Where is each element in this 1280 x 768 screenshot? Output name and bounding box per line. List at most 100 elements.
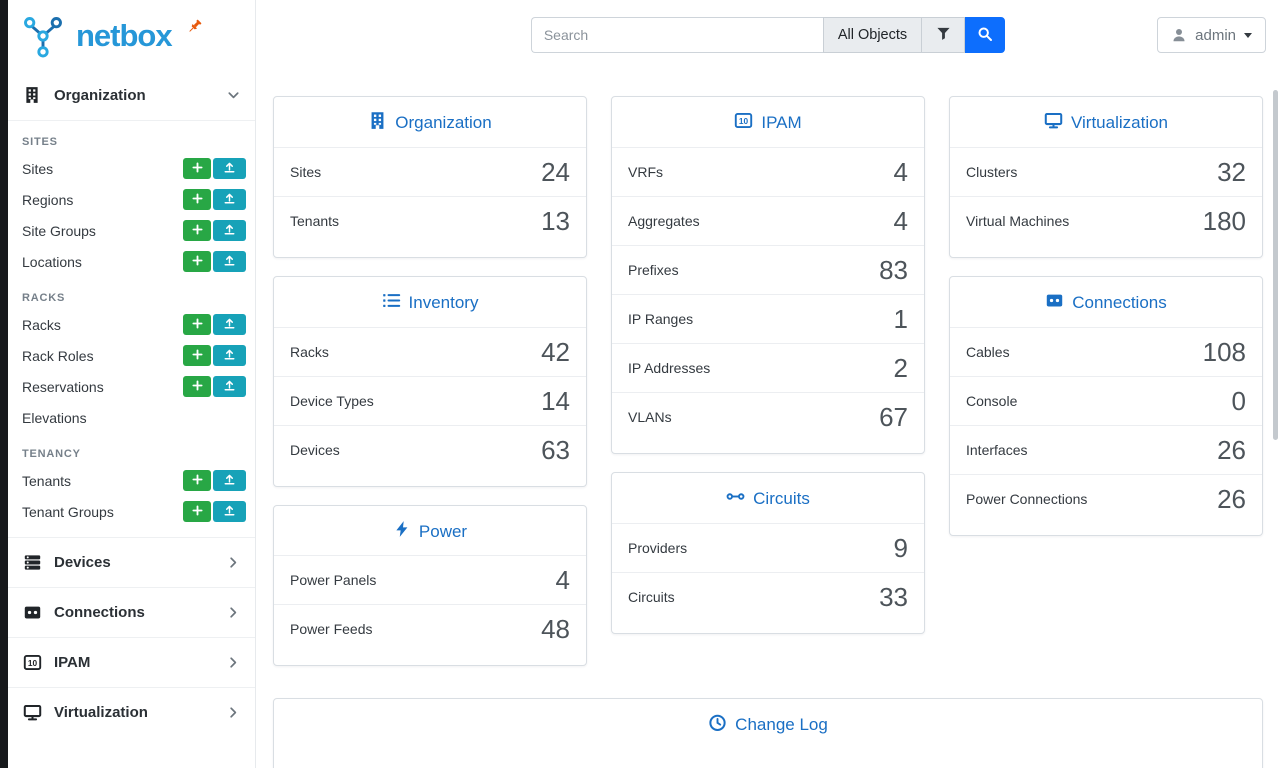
card-title-ipam[interactable]: IPAM — [612, 97, 924, 147]
card-title-connections[interactable]: Connections — [950, 277, 1262, 327]
stat-link-tenants[interactable]: Tenants — [290, 213, 340, 229]
stat-link-power-feeds[interactable]: Power Feeds — [290, 621, 373, 637]
import-button[interactable] — [213, 345, 246, 366]
netbox-logo-icon — [18, 14, 68, 58]
import-button[interactable] — [213, 376, 246, 397]
stat-link-ip-addresses[interactable]: IP Addresses — [628, 360, 711, 376]
stat-link-console[interactable]: Console — [966, 393, 1018, 409]
sidebar-item-racks[interactable]: Racks — [8, 309, 255, 340]
card-title-inventory[interactable]: Inventory — [274, 277, 586, 327]
import-button[interactable] — [213, 470, 246, 491]
stat-value: 33 — [879, 582, 908, 612]
pin-sidebar-button[interactable] — [184, 16, 205, 40]
stat-value: 1 — [893, 304, 908, 334]
stat-link-clusters[interactable]: Clusters — [966, 164, 1018, 180]
stat-link-racks[interactable]: Racks — [290, 344, 329, 360]
import-button[interactable] — [213, 220, 246, 241]
sidebar-section-ipam[interactable]: IPAM — [8, 637, 255, 687]
import-button[interactable] — [213, 158, 246, 179]
stat-link-sites[interactable]: Sites — [290, 164, 322, 180]
add-button[interactable] — [183, 314, 211, 335]
caret-down-icon — [1244, 32, 1252, 38]
card-organization: Organization Sites 24 Tenants 13 — [273, 96, 587, 258]
stat-row: Tenants 13 — [274, 196, 586, 245]
sidebar-item-sites[interactable]: Sites — [8, 153, 255, 184]
add-button[interactable] — [183, 470, 211, 491]
sidebar-item-regions[interactable]: Regions — [8, 184, 255, 215]
sidebar-section-virtualization[interactable]: Virtualization — [8, 687, 255, 737]
user-menu-button[interactable]: admin — [1157, 17, 1266, 53]
search-input[interactable] — [530, 17, 823, 53]
person-icon — [1171, 27, 1187, 43]
stat-link-circuits[interactable]: Circuits — [628, 589, 675, 605]
card-virtualization: Virtualization Clusters 32 Virtual Machi… — [949, 96, 1263, 258]
plus-icon — [192, 504, 203, 519]
add-button[interactable] — [183, 189, 211, 210]
stat-link-cables[interactable]: Cables — [966, 344, 1010, 360]
upload-icon — [223, 161, 236, 177]
sidebar-item-site-groups[interactable]: Site Groups — [8, 215, 255, 246]
add-button[interactable] — [183, 345, 211, 366]
circuits-icon — [726, 487, 745, 511]
main-area: All Objects admin Organization — [256, 0, 1280, 768]
virtualization-icon — [22, 703, 42, 722]
pin-icon — [186, 23, 203, 38]
stat-link-device-types[interactable]: Device Types — [290, 393, 374, 409]
sidebar-section-devices[interactable]: Devices — [8, 537, 255, 587]
search-submit-button[interactable] — [965, 17, 1006, 53]
add-button[interactable] — [183, 376, 211, 397]
card-title-organization[interactable]: Organization — [274, 97, 586, 147]
stat-link-vlans[interactable]: VLANs — [628, 409, 672, 425]
stat-link-providers[interactable]: Providers — [628, 540, 688, 556]
logo[interactable]: netbox — [8, 0, 255, 70]
ipam-icon — [734, 111, 753, 135]
import-button[interactable] — [213, 189, 246, 210]
stat-link-power-panels[interactable]: Power Panels — [290, 572, 377, 588]
card-inventory: Inventory Racks 42 Device Types 14 Devic… — [273, 276, 587, 487]
stat-row: Clusters 32 — [950, 147, 1262, 196]
card-title-power[interactable]: Power — [274, 506, 586, 555]
card-circuits: Circuits Providers 9 Circuits 33 — [611, 472, 925, 634]
stat-link-vrfs[interactable]: VRFs — [628, 164, 663, 180]
sidebar-item-tenants[interactable]: Tenants — [8, 465, 255, 496]
card-title-change-log[interactable]: Change Log — [274, 699, 1262, 749]
stat-link-virtual-machines[interactable]: Virtual Machines — [966, 213, 1070, 229]
sidebar-item-locations[interactable]: Locations — [8, 246, 255, 277]
vertical-scrollbar[interactable] — [1273, 90, 1278, 440]
stat-link-power-connections[interactable]: Power Connections — [966, 491, 1088, 507]
sidebar-section-connections[interactable]: Connections — [8, 587, 255, 637]
search-scope-button[interactable]: All Objects — [822, 17, 923, 53]
stat-row: Providers 9 — [612, 523, 924, 572]
sidebar-item-rack-roles[interactable]: Rack Roles — [8, 340, 255, 371]
filter-button[interactable] — [922, 17, 966, 53]
plus-icon — [192, 161, 203, 176]
stat-link-prefixes[interactable]: Prefixes — [628, 262, 679, 278]
stat-row: Circuits 33 — [612, 572, 924, 621]
stat-link-aggregates[interactable]: Aggregates — [628, 213, 700, 229]
card-title-virtualization[interactable]: Virtualization — [950, 97, 1262, 147]
sidebar-item-reservations[interactable]: Reservations — [8, 371, 255, 402]
stat-value: 63 — [541, 435, 570, 465]
add-button[interactable] — [183, 220, 211, 241]
plus-icon — [192, 473, 203, 488]
stat-link-devices[interactable]: Devices — [290, 442, 340, 458]
card-connections: Connections Cables 108 Console 0 Interfa… — [949, 276, 1263, 536]
import-button[interactable] — [213, 314, 246, 335]
import-button[interactable] — [213, 501, 246, 522]
add-button[interactable] — [183, 158, 211, 179]
stat-value: 13 — [541, 206, 570, 236]
upload-icon — [223, 504, 236, 520]
import-button[interactable] — [213, 251, 246, 272]
stat-link-interfaces[interactable]: Interfaces — [966, 442, 1028, 458]
history-icon — [708, 713, 727, 737]
stat-link-ip-ranges[interactable]: IP Ranges — [628, 311, 694, 327]
group-heading-tenancy: TENANCY — [22, 448, 81, 460]
add-button[interactable] — [183, 501, 211, 522]
sidebar-item-tenant-groups[interactable]: Tenant Groups — [8, 496, 255, 527]
sidebar-section-organization[interactable]: Organization — [8, 70, 255, 120]
devices-icon — [22, 553, 42, 572]
sidebar-item-elevations[interactable]: Elevations — [22, 409, 87, 426]
search-icon — [977, 26, 993, 45]
add-button[interactable] — [183, 251, 211, 272]
card-title-circuits[interactable]: Circuits — [612, 473, 924, 523]
